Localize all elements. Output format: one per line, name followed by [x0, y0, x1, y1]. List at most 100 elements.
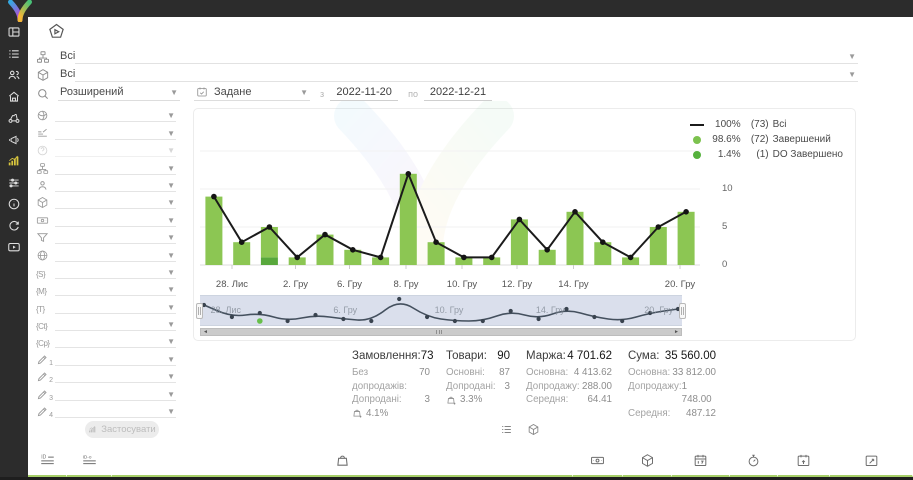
stat-column-замовлення: Замовлення: 73 Без допродажів: 70 Допродані:… — [352, 350, 434, 420]
date-mode-dropdown[interactable]: Задане ▼ — [194, 86, 310, 101]
sidebar-updates-icon[interactable] — [7, 219, 21, 233]
chevron-down-icon: ▼ — [167, 146, 175, 156]
stat-subrow: Основна: 33 812.00 — [628, 367, 716, 378]
x-axis-tick: 8. Гру — [393, 279, 419, 290]
funnel-icon — [36, 231, 49, 244]
filter-row-manager[interactable]: ▼ — [36, 175, 176, 192]
column-header-date-edit-column[interactable] — [830, 445, 913, 477]
y-axis-tick: 5 — [722, 221, 728, 232]
chart-navigator[interactable]: 28. Лис 6. Гру 10. Гру 14. Гру 20. Гру — [196, 295, 686, 326]
line-swatch — [689, 123, 704, 126]
chevron-down-icon: ▼ — [167, 215, 175, 225]
brand-logo[interactable] — [7, 0, 33, 27]
sidebar-video-icon[interactable] — [7, 240, 21, 254]
status-group-value: Всі — [60, 50, 76, 62]
chevron-down-icon: ▼ — [170, 88, 178, 97]
column-header-external-id[interactable] — [67, 445, 112, 477]
scroll-left-arrow[interactable]: ◄ — [203, 329, 208, 335]
sidebar-dashboard-icon[interactable] — [7, 25, 21, 39]
stat-column-маржа: Маржа: 4 701.62 Основна: 4 413.62 Допродажу:… — [526, 350, 612, 420]
filter-row-4[interactable]: 4 ▼ — [36, 401, 176, 419]
upsell-rate: 3.3% — [446, 394, 510, 405]
filter-row-t[interactable]: {T} ▼ — [36, 296, 176, 314]
chevron-down-icon: ▼ — [167, 354, 175, 364]
chevron-down-icon: ▼ — [167, 389, 175, 399]
products-view-icon[interactable] — [527, 423, 540, 436]
legend-item[interactable]: 98.6% (72) Завершений — [690, 132, 843, 147]
x-axis-tick: 28. Лис — [215, 279, 249, 290]
status-group-filter[interactable]: Всі ▼ — [36, 47, 858, 64]
cube-icon — [36, 68, 50, 82]
stat-subrow: Допродані: 3 — [352, 394, 430, 405]
utm-medium-icon: {M} — [36, 287, 47, 297]
chevron-down-icon: ▼ — [167, 180, 175, 190]
apply-button[interactable]: Застосувати — [85, 421, 159, 438]
pentagon-play-badge[interactable] — [47, 22, 66, 41]
sidebar-marketing-icon[interactable] — [7, 133, 21, 147]
scrollbar-grip[interactable] — [436, 330, 442, 334]
chevron-down-icon: ▼ — [167, 250, 175, 260]
navigator-label: 10. Гру — [434, 305, 464, 315]
main-sidebar — [0, 0, 28, 480]
product-group-filter[interactable]: Всі ▼ — [36, 65, 858, 82]
product-group-value: Всі — [60, 68, 76, 80]
legend-item[interactable]: 1.4% (1) DO Завершено — [690, 147, 843, 162]
orders-chart[interactable] — [200, 115, 700, 275]
chart-legend: 100% (73) Всі 98.6% (72) Завершений 1.4% (1) DO … — [689, 117, 843, 162]
filter-row-payment[interactable]: ▼ — [36, 209, 176, 227]
orders-view-icon[interactable] — [500, 423, 513, 436]
manager-icon — [36, 179, 49, 192]
navigator-right-handle[interactable] — [679, 303, 686, 319]
scroll-right-arrow[interactable]: ► — [674, 329, 679, 335]
top-bar — [0, 0, 913, 17]
search-and-dates-row: Розширений ▼ Задане ▼ з 2022-11-20 по 20… — [36, 83, 493, 101]
date-from-input[interactable]: 2022-11-20 — [330, 86, 399, 101]
navigator-label: 6. Гру — [333, 305, 358, 315]
sidebar-store-icon[interactable] — [7, 90, 21, 104]
filter-row-website[interactable]: ▼ — [36, 244, 176, 262]
filter-row-funnel[interactable]: ▼ — [36, 227, 176, 245]
filter-row-3[interactable]: 3 ▼ — [36, 383, 176, 402]
stat-value: 73 — [420, 350, 434, 362]
column-header-payment-column[interactable] — [573, 445, 623, 477]
sidebar-analytics-icon[interactable] — [7, 154, 21, 168]
stat-value: 35 560.00 — [664, 350, 716, 362]
column-header-date-column[interactable] — [672, 445, 730, 477]
column-header-product-column[interactable] — [623, 445, 672, 477]
sidebar-orders-list-icon[interactable] — [7, 47, 21, 61]
filter-row-s[interactable]: {S} ▼ — [36, 262, 176, 279]
legend-item[interactable]: 100% (73) Всі — [689, 117, 843, 132]
sidebar-delivery-icon[interactable] — [7, 111, 21, 125]
filter-row-ct[interactable]: {Ct} ▼ — [36, 314, 176, 332]
column-header-order-id[interactable] — [28, 445, 67, 477]
filter-row-sphere[interactable]: ▼ — [36, 105, 176, 123]
x-axis-tick: 14. Гру — [558, 279, 589, 290]
navigator-left-handle[interactable] — [196, 303, 203, 319]
x-axis-tick: 2. Гру — [282, 279, 309, 290]
sidebar-customers-icon[interactable] — [7, 68, 21, 82]
y-axis-tick: 0 — [722, 259, 728, 270]
column-header-products-column[interactable] — [112, 445, 573, 477]
column-header-time-column[interactable] — [730, 445, 778, 477]
filter-row-product[interactable]: ▼ — [36, 192, 176, 210]
sidebar-info-icon[interactable] — [7, 197, 21, 211]
filter-row-sitemap[interactable]: ▼ — [36, 157, 176, 175]
stat-subrow: Середня: 487.12 — [628, 407, 716, 419]
navigator-scrollbar[interactable]: ◄ ► — [200, 328, 682, 336]
y-axis-tick: 10 — [722, 183, 733, 194]
utm-content-icon: {Ct} — [36, 322, 48, 332]
filter-row-help[interactable]: ▼ — [36, 140, 176, 158]
chevron-down-icon: ▼ — [167, 233, 175, 243]
navigator-label: 28. Лис — [210, 305, 241, 315]
search-mode-dropdown[interactable]: Розширений ▼ — [58, 86, 180, 101]
filter-row-cp[interactable]: {Cp} ▼ — [36, 331, 176, 349]
column-header-date-updated-column[interactable] — [778, 445, 830, 477]
date-to-input[interactable]: 2022-12-21 — [424, 86, 493, 101]
filter-row-1[interactable]: 1 ▼ — [36, 348, 176, 367]
date-to-label: по — [408, 89, 419, 99]
filter-row-2[interactable]: 2 ▼ — [36, 366, 176, 384]
filter-row-m[interactable]: {M} ▼ — [36, 279, 176, 297]
sidebar-settings-sliders-icon[interactable] — [7, 176, 21, 190]
filter-row-stages[interactable]: ▼ — [36, 122, 176, 140]
chevron-down-icon: ▼ — [848, 70, 856, 79]
